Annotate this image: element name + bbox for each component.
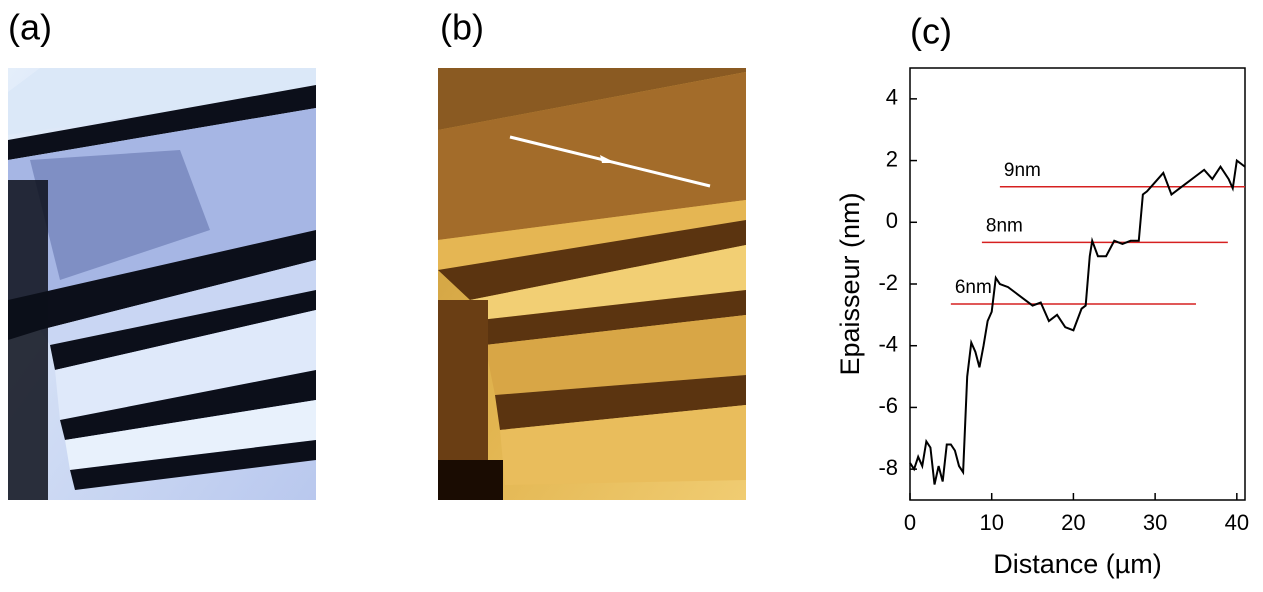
- y-tick-label: 4: [886, 85, 898, 110]
- panel-label: (c): [910, 11, 952, 52]
- optical-image: [8, 68, 316, 500]
- reference-label: 8nm: [986, 215, 1023, 236]
- x-tick-label: 0: [904, 510, 916, 535]
- y-tick-label: 2: [886, 146, 898, 171]
- panel-label: (a): [8, 7, 52, 48]
- reference-label: 6nm: [955, 277, 992, 298]
- x-tick-label: 40: [1225, 510, 1249, 535]
- y-tick-label: -8: [878, 455, 898, 480]
- panel-label: (b): [440, 7, 484, 48]
- x-tick-label: 30: [1143, 510, 1167, 535]
- y-tick-label: -2: [878, 270, 898, 295]
- x-axis-label: Distance (µm): [993, 549, 1162, 579]
- x-tick-label: 10: [979, 510, 1003, 535]
- y-tick-label: -4: [878, 332, 898, 357]
- y-tick-label: 0: [886, 208, 898, 233]
- y-tick-label: -6: [878, 393, 898, 418]
- data-line: [909, 158, 1246, 485]
- y-axis-label: Epaisseur (nm): [835, 192, 865, 375]
- afm-image: [438, 68, 746, 500]
- reference-label: 9nm: [1004, 160, 1041, 181]
- x-tick-label: 20: [1061, 510, 1085, 535]
